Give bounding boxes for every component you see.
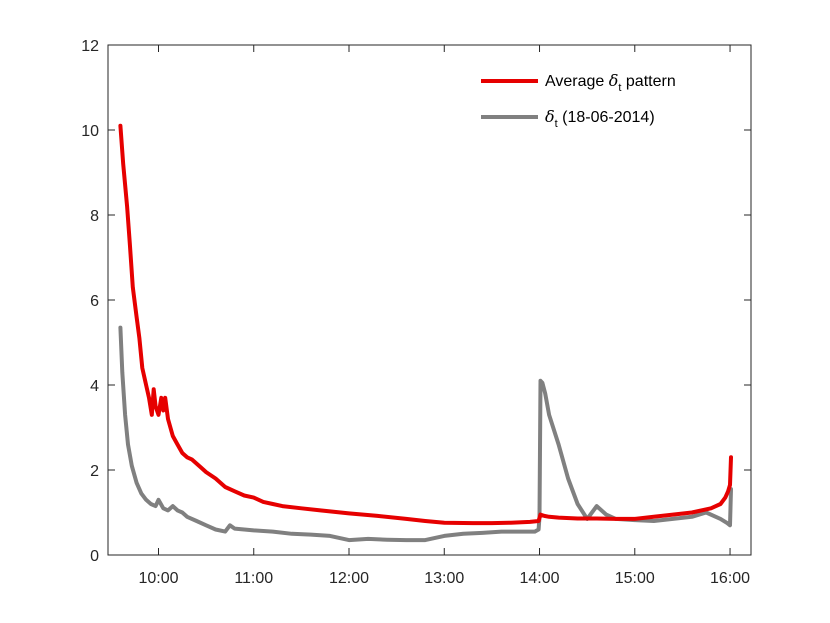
x-tick-label: 16:00: [710, 570, 750, 587]
legend-label-daily: δt (18-06-2014): [545, 107, 655, 130]
series-line-daily: [118, 325, 733, 543]
ticks-layer: 0 2 4 6 8 10 12 10:00 11:00 12:00 13:00 14:00 15:00 1…: [81, 38, 751, 587]
x-tick-label: 15:00: [615, 570, 655, 587]
x-tick-label: 12:00: [329, 570, 369, 587]
x-tick-label: 13:00: [424, 570, 464, 587]
x-tick-label: 14:00: [520, 570, 560, 587]
y-tick-label: 6: [90, 293, 99, 310]
x-tick-label: 11:00: [234, 570, 273, 587]
series-line-average: [118, 123, 733, 526]
legend: Average δt pattern δt (18-06-2014): [481, 71, 676, 130]
series-layer: [118, 123, 733, 543]
x-tick-label: 10:00: [138, 570, 178, 587]
y-tick-label: 4: [90, 378, 99, 395]
legend-label-average: Average δt pattern: [545, 71, 676, 94]
y-tick-label: 12: [81, 38, 99, 55]
y-tick-label: 10: [81, 123, 99, 140]
y-tick-label: 0: [90, 548, 99, 565]
y-tick-label: 2: [90, 463, 99, 480]
y-tick-label: 8: [90, 208, 99, 225]
